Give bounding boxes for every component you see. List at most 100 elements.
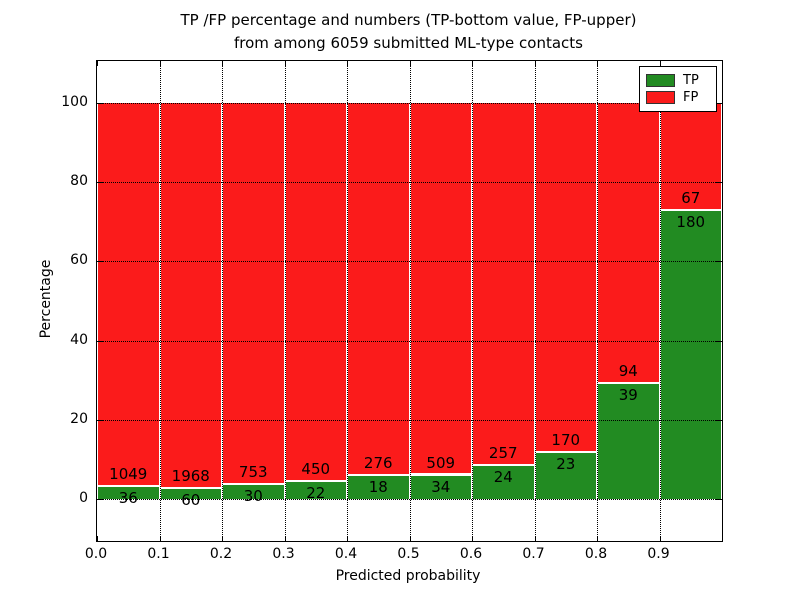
tp-count-label: 39 — [618, 386, 638, 405]
x-tick-label: 0.6 — [459, 546, 483, 562]
y-tick-mark — [97, 102, 103, 104]
x-tick-label: 0.8 — [584, 546, 608, 562]
bar-segment-tp — [348, 475, 409, 500]
bar-segment-tp — [285, 480, 346, 500]
y-tick-mark — [716, 261, 722, 263]
tp-legend-label: TP — [683, 73, 699, 88]
chart-title-line2: from among 6059 submitted ML-type contac… — [234, 34, 583, 52]
bar-segment-tp — [473, 465, 534, 500]
x-tick-mark — [222, 61, 223, 66]
y-tick-mark — [716, 102, 722, 104]
tp-count-label: 36 — [118, 489, 138, 508]
bar-segment-tp — [98, 486, 159, 500]
gridline-vertical — [347, 61, 348, 541]
x-tick-mark — [659, 61, 661, 66]
bar-segment-fp — [473, 102, 534, 466]
tp-count-label: 18 — [368, 478, 388, 497]
bar-segment-fp — [660, 102, 721, 211]
x-tick-mark — [284, 61, 286, 66]
tp-count-label: 180 — [676, 213, 706, 232]
bar-segment-tp — [160, 487, 221, 500]
y-tick-label: 60 — [70, 252, 88, 269]
fp-legend-swatch — [646, 91, 675, 104]
y-tick-mark — [97, 181, 103, 183]
vertical-gridlines — [97, 61, 722, 541]
bars-layer — [97, 61, 722, 541]
x-tick-mark — [659, 536, 661, 541]
x-tick-mark — [159, 61, 161, 66]
bar-segment-fp — [598, 102, 659, 383]
bar-labels-layer: 1049 36 1968 60 753 30 450 22 276 18 509 34 257 24 170… — [97, 61, 722, 541]
fp-count-label: 1968 — [171, 466, 210, 485]
y-tick-mark — [716, 181, 722, 183]
tp-count-label: 30 — [243, 487, 263, 506]
x-tick-label: 0.9 — [647, 546, 670, 562]
tp-count-label: 60 — [181, 490, 201, 509]
gridline-vertical — [159, 61, 161, 541]
y-tick-label: 80 — [70, 172, 88, 189]
fp-count-label: 94 — [618, 362, 638, 381]
tp-legend-swatch — [646, 74, 675, 87]
legend-row-fp: FP — [646, 89, 710, 106]
bar-segment-tp — [223, 484, 284, 500]
gridline-horizontal — [97, 181, 722, 183]
x-tick-label: 0.5 — [397, 546, 420, 562]
bar-segment-fp — [285, 102, 346, 481]
x-tick-label: 0.4 — [334, 546, 358, 562]
gridline-vertical — [534, 61, 536, 541]
gridline-vertical — [659, 61, 661, 541]
x-tick-mark — [222, 536, 223, 541]
x-tick-mark — [472, 61, 473, 66]
x-tick-mark — [597, 536, 598, 541]
legend: TP FP — [639, 66, 717, 112]
y-tick-label: 100 — [61, 93, 88, 110]
fp-count-label: 170 — [551, 431, 581, 450]
x-tick-mark — [534, 61, 536, 66]
y-tick-mark — [97, 340, 103, 342]
x-tick-label: 0.7 — [522, 546, 545, 562]
fp-count-label: 67 — [681, 189, 701, 208]
y-tick-mark — [716, 499, 722, 501]
gridline-vertical — [409, 61, 411, 541]
gridline-vertical — [597, 61, 598, 541]
x-tick-label: 0.0 — [84, 546, 108, 562]
legend-row-tp: TP — [646, 72, 710, 89]
x-tick-mark — [534, 536, 536, 541]
chart-title: TP /FP percentage and numbers (TP-bottom… — [96, 9, 721, 55]
gridline-horizontal — [97, 261, 722, 263]
x-tick-mark — [159, 536, 161, 541]
x-tick-mark — [409, 536, 411, 541]
bar-segment-fp — [348, 102, 409, 476]
x-tick-mark — [409, 61, 411, 66]
x-tick-mark — [97, 536, 98, 541]
fp-count-label: 753 — [238, 463, 268, 482]
y-tick-mark — [97, 420, 103, 421]
bar-segment-fp — [535, 102, 596, 453]
gridline-vertical — [284, 61, 286, 541]
tp-count-label: 22 — [306, 483, 326, 502]
tp-count-label: 23 — [556, 455, 576, 474]
fp-count-label: 450 — [301, 459, 331, 478]
fp-legend-label: FP — [683, 90, 699, 105]
y-tick-mark — [97, 261, 103, 263]
y-tick-mark — [97, 499, 103, 501]
bar-segment-tp — [660, 210, 721, 500]
x-tick-label: 0.2 — [209, 546, 233, 562]
gridline-vertical — [222, 61, 223, 541]
x-tick-mark — [97, 61, 98, 66]
plot-area: 1049 36 1968 60 753 30 450 22 276 18 509 34 257 24 170… — [96, 60, 723, 542]
fp-count-label: 257 — [488, 444, 518, 463]
bar-segment-fp — [160, 102, 221, 488]
bar-segment-tp — [535, 452, 596, 500]
bar-segment-fp — [410, 102, 471, 475]
gridline-horizontal — [97, 102, 722, 104]
x-tick-mark — [347, 61, 348, 66]
bar-segment-tp — [598, 383, 659, 500]
x-axis-label: Predicted probability — [335, 568, 481, 584]
y-tick-mark — [716, 420, 722, 421]
y-tick-label: 40 — [70, 331, 88, 348]
tp-count-label: 34 — [431, 477, 451, 496]
x-tick-label: 0.1 — [147, 546, 170, 562]
y-axis-label: Percentage — [38, 259, 54, 339]
